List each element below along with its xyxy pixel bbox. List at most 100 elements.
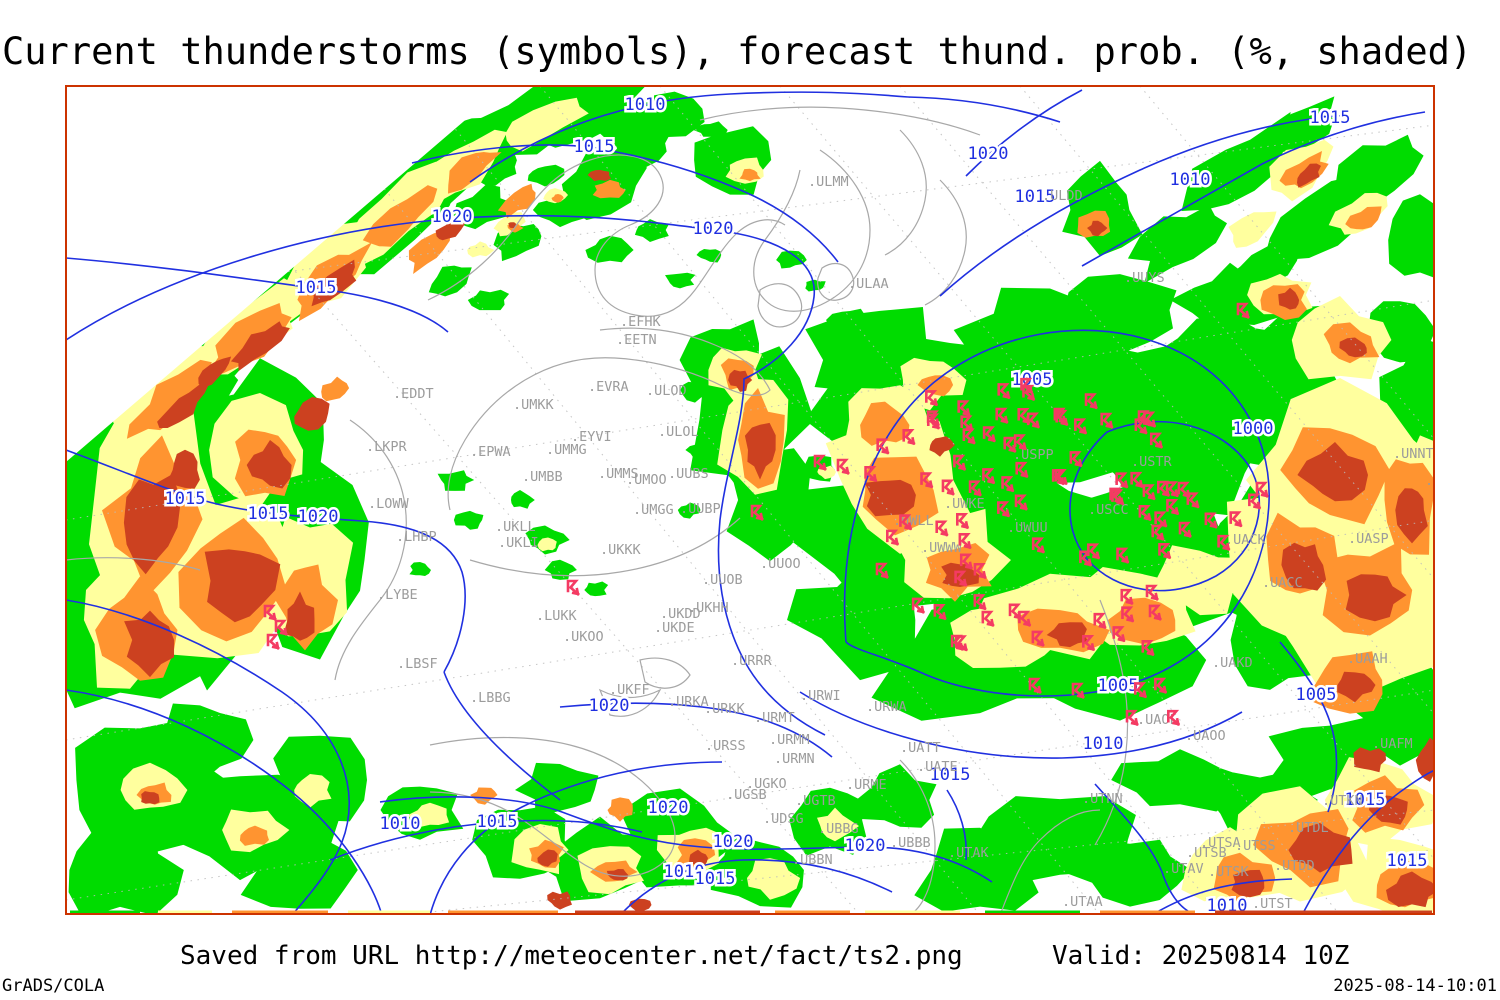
graticule-layer	[66, 86, 1434, 914]
thunderstorm-icon	[1001, 476, 1015, 493]
thunderstorm-icon	[1178, 521, 1192, 538]
station-label: .UKOO	[563, 629, 604, 645]
thunderstorm-icon	[954, 570, 968, 587]
station-label: .UBBB	[890, 835, 931, 851]
thunderstorm-icon	[1154, 511, 1168, 528]
thunderstorm-icon	[1148, 604, 1162, 621]
isobar-label: 1015	[695, 869, 736, 889]
footer-render-timestamp: 2025-08-14-10:01	[1333, 976, 1497, 996]
station-label: .UUOO	[760, 556, 801, 572]
thunderstorm-icon	[1143, 411, 1157, 428]
thunderstorm-icon	[1109, 487, 1123, 504]
station-label: .LKPR	[366, 439, 408, 455]
thunderstorm-icon	[1100, 412, 1114, 429]
station-label: .UAFM	[1372, 736, 1413, 752]
station-label: .UASP	[1348, 531, 1389, 547]
isobar-label: 1015	[1387, 851, 1428, 871]
isobar-label: 1015	[165, 489, 206, 509]
thunderstorm-icon	[1115, 472, 1129, 489]
isobar-label: 1015	[930, 765, 971, 785]
thunderstorm-icon	[1133, 682, 1148, 699]
station-label: .LYBE	[377, 587, 418, 603]
station-label: .LHBP	[396, 529, 437, 545]
station-label: .UBBN	[792, 852, 833, 868]
thunderstorm-icon	[1053, 407, 1067, 424]
isobar-layer	[66, 89, 1434, 914]
isobar-label: 1020	[845, 836, 886, 856]
thunderstorm-icon	[1074, 418, 1088, 435]
station-label: .UKDE	[654, 620, 695, 636]
station-label: .EDDT	[393, 386, 434, 402]
station-label: .UTSB	[1186, 845, 1227, 861]
station-label: .EFHK	[620, 314, 662, 330]
thunderstorm-icon	[997, 383, 1011, 400]
thunderstorm-icon	[953, 454, 967, 471]
isobar-label: 1020	[648, 798, 689, 818]
thunderstorm-icon	[1204, 512, 1218, 529]
isobar-label: 1020	[432, 207, 473, 227]
station-label: .UUBP	[680, 501, 721, 517]
station-label: .USTR	[1131, 454, 1173, 470]
thunderstorm-icon	[902, 429, 916, 446]
thunderstorm-icon	[1229, 511, 1243, 528]
thunderstorm-icon	[1121, 606, 1135, 623]
thunderstorm-icon	[973, 562, 987, 580]
station-label: .UUYS	[1124, 270, 1165, 286]
station-label: .UUBS	[668, 466, 709, 482]
station-label: .UATT	[900, 740, 941, 756]
thunderstorm-icon	[1236, 302, 1250, 319]
isobar-label: 1015	[296, 278, 337, 298]
station-label: .UAAH	[1347, 651, 1388, 667]
isobar-label: 1005	[1296, 685, 1337, 705]
station-label: .UTNN	[1082, 791, 1123, 807]
thunderstorm-icon	[1014, 494, 1028, 511]
station-label: .UTAA	[1062, 894, 1103, 910]
station-label: .UAOO	[1185, 728, 1226, 744]
footer-valid-time: Valid: 20250814 10Z	[1052, 941, 1350, 971]
map-frame	[65, 85, 1435, 915]
thunderstorm-icon	[1071, 682, 1085, 699]
station-label: .UMKK	[513, 397, 555, 413]
thunderstorm-icon	[1017, 407, 1031, 425]
station-label: .UMBB	[522, 469, 563, 485]
thunderstorm-icon	[973, 594, 987, 611]
thunderstorm-icon	[1022, 384, 1036, 401]
thunderstorm-icon	[1158, 543, 1172, 560]
station-label: .LBBG	[470, 690, 511, 706]
thunderstorm-icon	[958, 533, 972, 550]
station-label: .ULOD	[646, 383, 687, 399]
station-label: .UTKN	[1322, 793, 1363, 809]
station-label: .URSS	[705, 738, 746, 754]
thunderstorm-icon	[1120, 588, 1134, 605]
station-label: .UTDD	[1274, 858, 1315, 874]
station-label: .UBBG	[818, 821, 859, 837]
station-label: .EYVI	[571, 429, 612, 445]
thunderstorm-icon	[997, 501, 1011, 518]
station-label: .URMN	[774, 751, 815, 767]
thunderstorm-icon	[968, 480, 982, 497]
thunderstorm-icon	[933, 604, 947, 621]
station-label: .UTSS	[1235, 838, 1276, 854]
station-label: .URME	[846, 777, 887, 793]
thunderstorm-icon	[925, 390, 939, 407]
station-label: .LOWW	[368, 496, 410, 512]
isobar-label: 1005	[1098, 676, 1139, 696]
thunderstorm-icon	[1087, 543, 1101, 560]
thunderstorm-icon	[1054, 468, 1068, 486]
thunderstorm-icon	[1145, 584, 1159, 601]
thunderstorm-icon	[1028, 677, 1042, 694]
thunderstorm-icon	[1141, 639, 1155, 657]
thunderstorm-icon	[813, 454, 827, 471]
station-label: .UTSA	[1200, 835, 1241, 851]
thunderstorm-icon	[957, 400, 971, 417]
station-label: .URKA	[668, 694, 709, 710]
isobar-label: 1010	[1207, 896, 1248, 916]
coastline-layer	[66, 106, 1129, 914]
thunderstorm-icon	[941, 479, 955, 496]
station-label: .USCC	[1088, 502, 1129, 518]
thunderstorm-icon	[1248, 493, 1262, 510]
thunderstorm-icon	[266, 633, 280, 650]
isobar-label: 1020	[589, 696, 630, 716]
thunderstorm-icon	[864, 466, 878, 483]
